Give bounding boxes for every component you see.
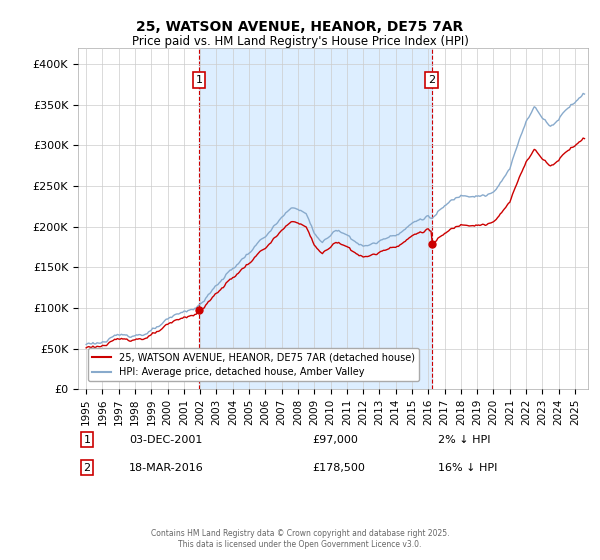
Text: 03-DEC-2001: 03-DEC-2001 xyxy=(129,435,202,445)
Text: £97,000: £97,000 xyxy=(312,435,358,445)
Text: 25, WATSON AVENUE, HEANOR, DE75 7AR: 25, WATSON AVENUE, HEANOR, DE75 7AR xyxy=(136,20,464,34)
Text: 1: 1 xyxy=(83,435,91,445)
Text: £178,500: £178,500 xyxy=(312,463,365,473)
Text: 18-MAR-2016: 18-MAR-2016 xyxy=(129,463,204,473)
Text: Price paid vs. HM Land Registry's House Price Index (HPI): Price paid vs. HM Land Registry's House … xyxy=(131,35,469,48)
Bar xyxy=(199,48,432,389)
Text: 1: 1 xyxy=(196,75,202,85)
Text: Contains HM Land Registry data © Crown copyright and database right 2025.
This d: Contains HM Land Registry data © Crown c… xyxy=(151,529,449,549)
Text: 2% ↓ HPI: 2% ↓ HPI xyxy=(438,435,491,445)
Text: 2: 2 xyxy=(83,463,91,473)
Legend: 25, WATSON AVENUE, HEANOR, DE75 7AR (detached house), HPI: Average price, detach: 25, WATSON AVENUE, HEANOR, DE75 7AR (det… xyxy=(88,348,419,381)
Text: 2: 2 xyxy=(428,75,435,85)
Text: 16% ↓ HPI: 16% ↓ HPI xyxy=(438,463,497,473)
